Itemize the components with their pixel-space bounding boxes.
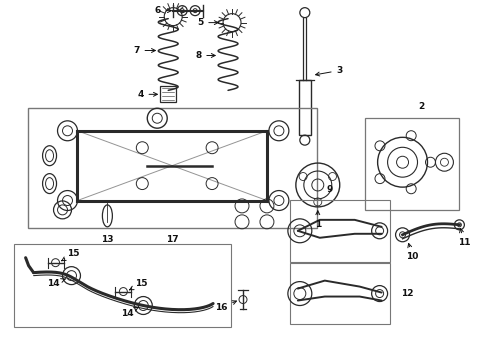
Bar — [27, 108, 317, 228]
Text: 9: 9 — [326, 185, 333, 194]
Text: 7: 7 — [133, 46, 155, 55]
Text: 13: 13 — [101, 235, 114, 244]
Text: 1: 1 — [315, 211, 321, 229]
Text: 15: 15 — [129, 279, 147, 290]
Text: 8: 8 — [195, 51, 215, 60]
Bar — [14, 244, 231, 328]
Text: 3: 3 — [316, 66, 343, 76]
Bar — [290, 263, 390, 324]
Text: 6: 6 — [154, 6, 171, 15]
Text: 14: 14 — [121, 307, 139, 318]
Bar — [290, 200, 390, 262]
Text: 2: 2 — [418, 102, 425, 111]
Text: 5: 5 — [197, 18, 218, 27]
Text: 17: 17 — [166, 235, 178, 244]
Text: 15: 15 — [62, 249, 80, 261]
Bar — [365, 118, 460, 210]
Text: 16: 16 — [215, 301, 237, 312]
Text: 14: 14 — [47, 279, 65, 288]
Bar — [160, 86, 176, 102]
Text: 4: 4 — [137, 90, 157, 99]
Text: 11: 11 — [458, 229, 470, 247]
Text: 10: 10 — [406, 243, 419, 261]
Bar — [299, 80, 311, 135]
Text: 12: 12 — [401, 289, 414, 298]
